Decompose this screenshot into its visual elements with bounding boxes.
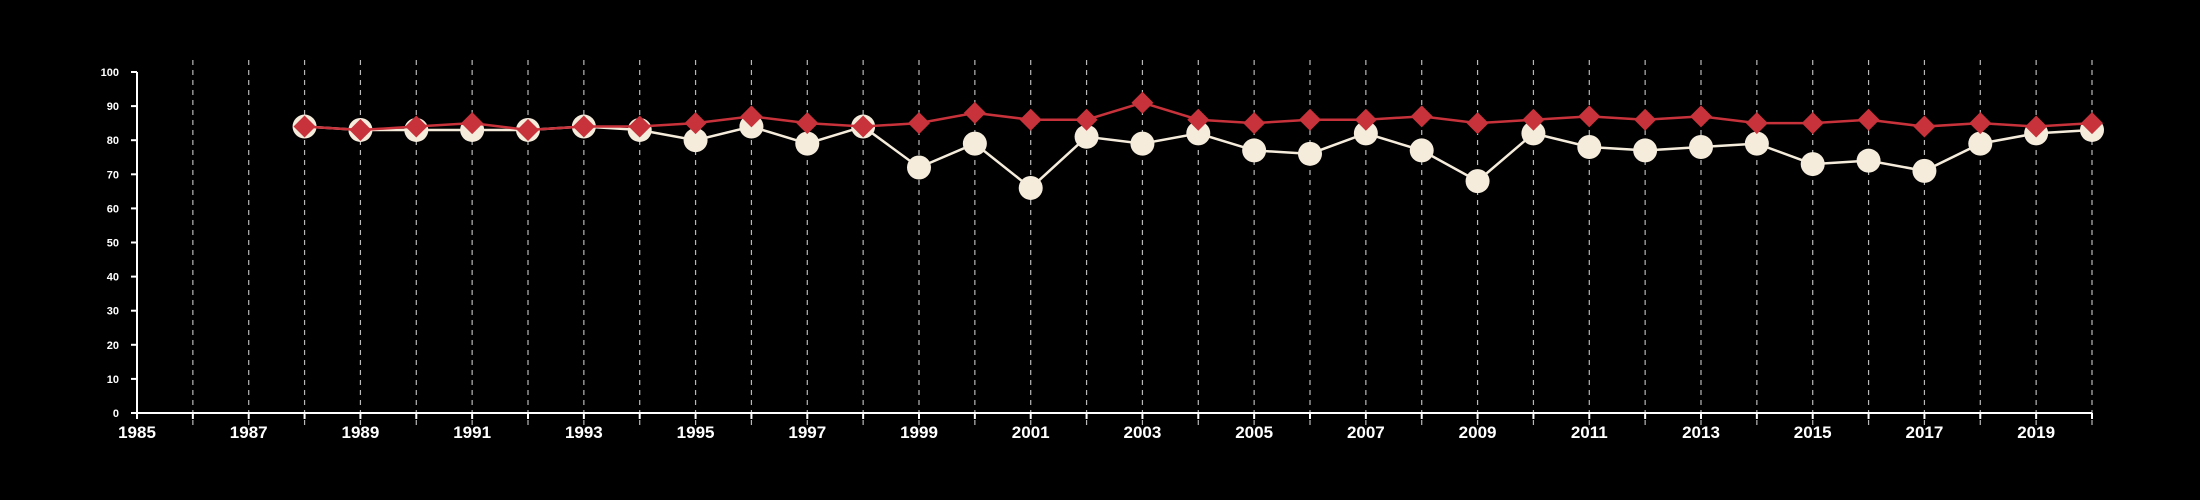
series-2-point <box>796 112 819 135</box>
y-tick-label: 100 <box>101 67 119 79</box>
series-2-point <box>1410 105 1433 128</box>
series-2-point <box>1466 112 1489 135</box>
series-1-point <box>1130 131 1155 156</box>
series-2-point <box>1913 115 1936 138</box>
series-2-point <box>1969 112 1992 135</box>
series-2-point <box>684 112 707 135</box>
series-2-point <box>1075 108 1098 131</box>
y-tick-label: 60 <box>107 203 119 215</box>
x-tick-label: 1997 <box>788 423 826 442</box>
x-tick-label: 2003 <box>1124 423 1162 442</box>
x-tick-label: 2019 <box>2017 423 2055 442</box>
series-1-point <box>1577 135 1602 160</box>
x-tick-label: 2015 <box>1794 423 1832 442</box>
series-1-point <box>1800 152 1825 177</box>
y-tick-label: 80 <box>107 135 119 147</box>
x-tick-label: 1993 <box>565 423 603 442</box>
series-2-point <box>1578 105 1601 128</box>
series-2-point <box>1299 108 1321 131</box>
series-2-point <box>908 112 930 135</box>
series-2-point <box>572 115 595 138</box>
series <box>292 91 2104 200</box>
series-2-point <box>1801 112 1824 135</box>
series-2-point <box>963 101 986 124</box>
x-tick-label: 2007 <box>1347 423 1385 442</box>
y-tick-label: 70 <box>107 169 119 181</box>
grid-lines <box>192 60 2093 430</box>
series-1-point <box>1968 131 1993 156</box>
series-2-point <box>740 105 763 128</box>
y-tick-label: 50 <box>107 238 119 250</box>
series-1-point <box>1353 121 1378 146</box>
series-2-point <box>461 112 484 135</box>
x-tick-label: 1999 <box>900 423 938 442</box>
y-tick-label: 10 <box>107 374 119 386</box>
series-2-point <box>2025 115 2048 138</box>
y-tick-label: 30 <box>107 306 119 318</box>
series-1-point <box>1298 141 1322 166</box>
x-tick-label: 1991 <box>453 423 491 442</box>
x-tick-label: 2013 <box>1682 423 1720 442</box>
y-tick-label: 0 <box>113 408 119 420</box>
x-tick-label: 2005 <box>1235 423 1273 442</box>
y-tick-label: 90 <box>107 101 119 113</box>
series-2-point <box>517 118 539 141</box>
series-2-point <box>2081 112 2103 135</box>
series-1-point <box>1018 175 1043 200</box>
series-2-point <box>1857 108 1880 131</box>
x-tick-label: 1985 <box>118 423 156 442</box>
series-2-point <box>852 115 875 138</box>
x-tick-label: 1989 <box>342 423 380 442</box>
x-tick-label: 2011 <box>1571 423 1608 442</box>
series-1-point <box>683 128 708 153</box>
y-tick-label: 40 <box>107 272 119 284</box>
series-1-point <box>962 131 987 156</box>
series-2-point <box>628 115 651 138</box>
series-2-point <box>293 115 316 138</box>
tick-marks <box>131 71 2093 419</box>
series-1-point <box>1912 158 1937 183</box>
series-2-point <box>1131 91 1154 114</box>
series-1-point <box>1074 124 1099 149</box>
series-1-point <box>1744 131 1769 156</box>
x-tick-label: 1987 <box>230 423 268 442</box>
series-1-point <box>1689 135 1713 160</box>
series-2-point <box>1745 112 1768 135</box>
series-1-point <box>1409 138 1434 163</box>
x-tick-label: 2001 <box>1012 423 1050 442</box>
series-1-point <box>1856 148 1881 173</box>
series-2-point <box>1354 108 1377 131</box>
x-tick-label: 2009 <box>1459 423 1497 442</box>
series-2-point <box>1522 108 1545 131</box>
series-2-point <box>1019 108 1042 131</box>
series-1-point <box>1633 138 1658 163</box>
x-tick-label: 1995 <box>677 423 715 442</box>
series-1-point <box>1242 138 1267 163</box>
series-2-point <box>349 118 372 141</box>
series-1-point <box>1186 121 1211 146</box>
series-2-point <box>1243 112 1266 135</box>
series-2-point <box>1690 105 1712 128</box>
tick-labels: 1985 1987 1989 1991 1993 1995 1997 1999 2001 2003… <box>101 67 2055 442</box>
series-2-point <box>1187 108 1210 131</box>
x-tick-label: 2017 <box>1906 423 1944 442</box>
series-2-point <box>1634 108 1657 131</box>
series-1-point <box>1465 169 1490 194</box>
series-2-point <box>405 115 428 138</box>
series-1-point <box>907 155 931 180</box>
series-1-point <box>795 131 820 156</box>
series-1-point <box>1521 121 1546 146</box>
y-tick-label: 20 <box>107 340 119 352</box>
series-2 <box>293 91 2103 141</box>
